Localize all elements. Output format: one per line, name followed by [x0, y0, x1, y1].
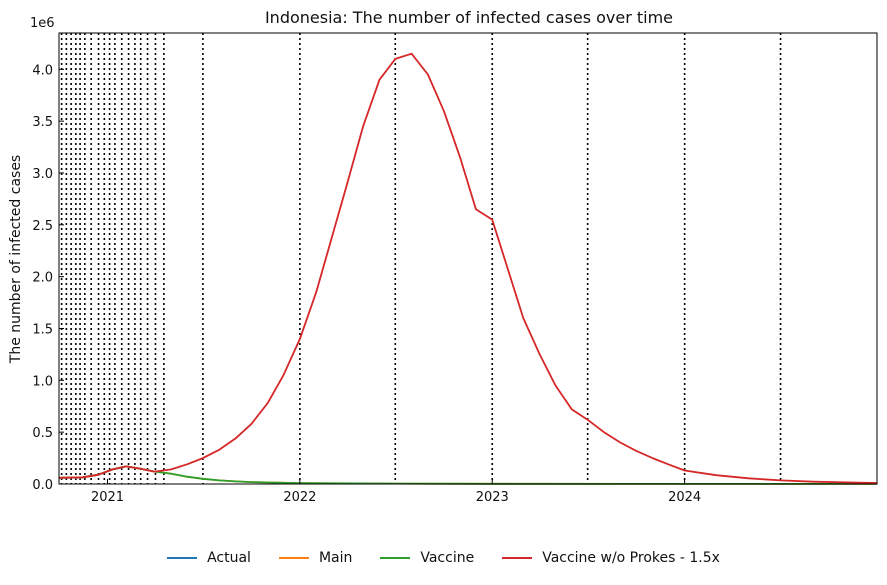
- y-tick-label-8: 4.0: [32, 63, 53, 78]
- x-tick-label-2: 2023: [476, 490, 509, 505]
- legend-label-3: Vaccine w/o Prokes - 1.5x: [542, 550, 720, 566]
- plot-frame: [58, 32, 878, 485]
- legend-label-2: Vaccine: [420, 550, 475, 566]
- legend: Actual Main Vaccine Vaccine w/o Prokes - 1.…: [0, 550, 887, 566]
- legend-swatch-1: [278, 557, 309, 559]
- legend-item-1: Main: [278, 550, 353, 566]
- legend-label-1: Main: [318, 550, 353, 566]
- y-tick-label-2: 1.0: [32, 374, 53, 389]
- y-axis-label: The number of infected cases: [8, 155, 24, 364]
- y-tick-label-0: 0.0: [32, 478, 53, 493]
- x-tick-label-3: 2024: [668, 490, 701, 505]
- legend-item-3: Vaccine w/o Prokes - 1.5x: [502, 550, 720, 566]
- legend-label-0: Actual: [207, 550, 251, 566]
- y-tick-label-4: 2.0: [32, 271, 53, 286]
- y-multiplier-label: 1e6: [30, 16, 55, 31]
- x-tick-label-1: 2022: [283, 490, 316, 505]
- series-lines: [58, 52, 878, 485]
- legend-swatch-0: [167, 557, 198, 559]
- y-axis: 0.0 0.5 1.0 1.5 2.0 2.5 3.0 3.5 4.0: [32, 63, 64, 493]
- x-tick-label-0: 2021: [91, 490, 124, 505]
- chart-title: Indonesia: The number of infected cases …: [265, 8, 673, 27]
- y-tick-label-3: 1.5: [32, 322, 53, 337]
- vertical-markers: [60, 33, 782, 484]
- legend-swatch-3: [502, 557, 533, 559]
- y-tick-label-5: 2.5: [32, 219, 53, 234]
- legend-item-0: Actual: [167, 550, 251, 566]
- x-axis: 2021 2022 2023 2024: [91, 479, 701, 505]
- legend-swatch-2: [380, 557, 411, 559]
- legend-item-2: Vaccine: [380, 550, 474, 566]
- series-line-3: [58, 52, 878, 484]
- y-tick-label-6: 3.0: [32, 167, 53, 182]
- y-tick-label-1: 0.5: [32, 426, 53, 441]
- series-line-2: [58, 465, 877, 485]
- y-tick-label-7: 3.5: [32, 115, 53, 130]
